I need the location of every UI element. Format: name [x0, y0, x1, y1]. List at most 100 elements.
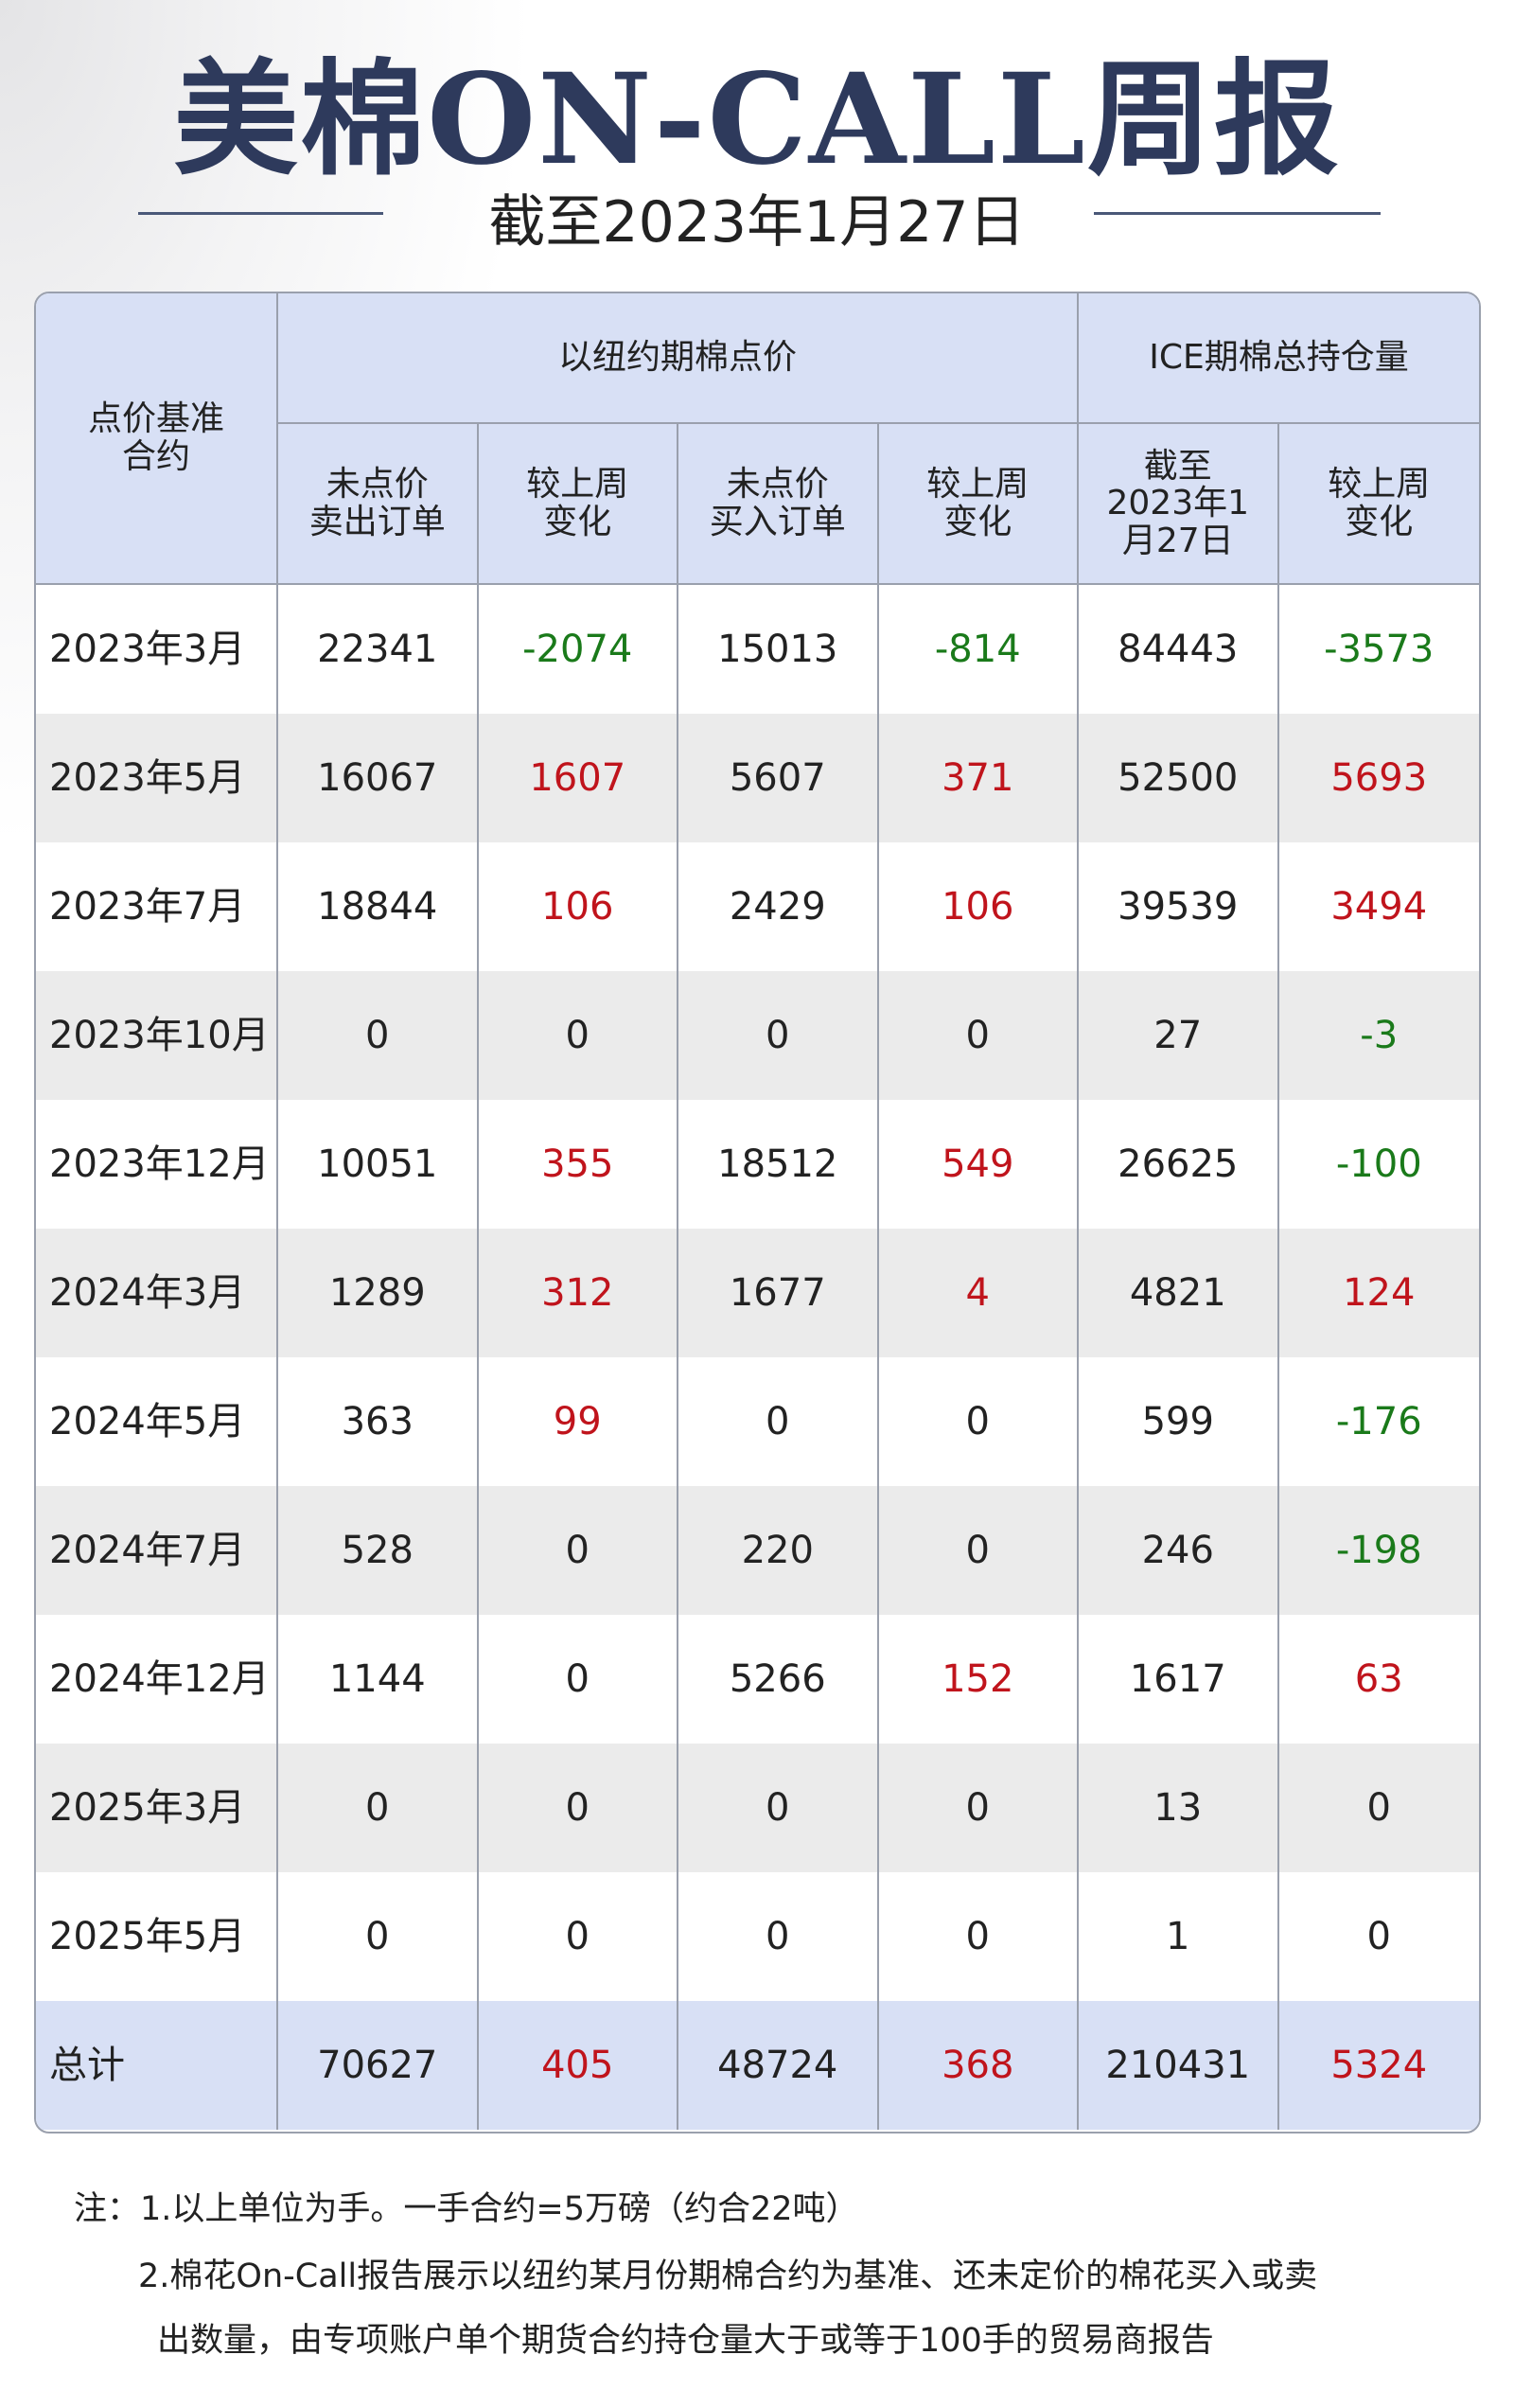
- table-cell: 106: [878, 842, 1079, 971]
- row-label: 总计: [36, 2001, 278, 2130]
- table-cell: 22341: [278, 585, 479, 714]
- table-cell: 26625: [1079, 1100, 1279, 1229]
- table-cell: 549: [878, 1100, 1079, 1229]
- row-label: 2023年7月: [36, 842, 278, 971]
- row-label: 2023年5月: [36, 714, 278, 842]
- table-cell: 2429: [678, 842, 879, 971]
- table-cell: 3494: [1278, 842, 1479, 971]
- subtitle: 截至2023年1月27日: [488, 189, 1026, 256]
- table-cell: 1677: [678, 1229, 879, 1357]
- header-line: 2023年1: [1106, 484, 1250, 523]
- header-line: 点价基准: [87, 399, 224, 439]
- table-cell: 368: [878, 2001, 1079, 2130]
- table-cell: 16067: [278, 714, 479, 842]
- row-label: 2024年3月: [36, 1229, 278, 1357]
- table-cell: 15013: [678, 585, 879, 714]
- table-cell: 63: [1278, 1615, 1479, 1744]
- table-cell: 48724: [678, 2001, 879, 2130]
- table-cell: 10051: [278, 1100, 479, 1229]
- column-header: 较上周 变化: [1278, 424, 1479, 585]
- table-cell: -100: [1278, 1100, 1479, 1229]
- header-line: 卖出订单: [308, 503, 446, 541]
- header-line: 买入订单: [709, 503, 846, 541]
- table-cell: 1289: [278, 1229, 479, 1357]
- table-cell: 0: [278, 1744, 479, 1872]
- header-line: 截至: [1143, 446, 1212, 486]
- table-cell: 13: [1079, 1744, 1279, 1872]
- table-cell: -176: [1278, 1357, 1479, 1486]
- header-line: ICE期棉总持仓量: [1149, 338, 1409, 378]
- table-cell: 0: [278, 1872, 479, 2001]
- header-line: 未点价: [726, 465, 829, 505]
- table-cell: 52500: [1079, 714, 1279, 842]
- header-line: 变化: [543, 503, 612, 541]
- table-cell: -198: [1278, 1486, 1479, 1615]
- table-cell: 27: [1079, 971, 1279, 1100]
- note: 出数量，由专项账户单个期货合约持仓量大于或等于100手的贸易商报告: [157, 2322, 1214, 2360]
- row-label: 2023年10月: [36, 971, 278, 1100]
- column-header: 未点价 卖出订单: [278, 424, 479, 585]
- table-cell: 4: [878, 1229, 1079, 1357]
- decor-line: [1094, 212, 1381, 215]
- header-line: 以纽约期棉点价: [557, 338, 797, 378]
- table-cell: 0: [878, 1357, 1079, 1486]
- table-cell: -814: [878, 585, 1079, 714]
- column-header: 截至 2023年1 月27日: [1079, 424, 1279, 585]
- table-cell: 405: [478, 2001, 678, 2130]
- table-cell: 1617: [1079, 1615, 1279, 1744]
- table-cell: 0: [478, 971, 678, 1100]
- row-label: 2023年3月: [36, 585, 278, 714]
- column-header: 未点价 买入订单: [678, 424, 879, 585]
- table-cell: 99: [478, 1357, 678, 1486]
- table-cell: 5266: [678, 1615, 879, 1744]
- corner-header: 点价基准 合约: [36, 293, 278, 585]
- table-cell: 0: [678, 1357, 879, 1486]
- table-cell: 371: [878, 714, 1079, 842]
- table-cell: 84443: [1079, 585, 1279, 714]
- table-cell: 363: [278, 1357, 479, 1486]
- group-header: ICE期棉总持仓量: [1079, 293, 1479, 424]
- table-cell: 106: [478, 842, 678, 971]
- table-cell: 528: [278, 1486, 479, 1615]
- table-cell: 0: [478, 1486, 678, 1615]
- header-line: 合约: [121, 437, 190, 476]
- table-cell: 220: [678, 1486, 879, 1615]
- table-cell: 5693: [1278, 714, 1479, 842]
- column-header: 较上周 变化: [878, 424, 1079, 585]
- table-cell: 18844: [278, 842, 479, 971]
- table-cell: 599: [1079, 1357, 1279, 1486]
- table-cell: 355: [478, 1100, 678, 1229]
- table-cell: -3: [1278, 971, 1479, 1100]
- note: 2.棉花On-Call报告展示以纽约某月份期棉合约为基准、还未定价的棉花买入或卖: [138, 2258, 1318, 2295]
- table-cell: 152: [878, 1615, 1079, 1744]
- header-line: 变化: [1345, 503, 1414, 541]
- row-label: 2024年5月: [36, 1357, 278, 1486]
- table-cell: 0: [478, 1744, 678, 1872]
- table: 点价基准 合约 以纽约期棉点价 ICE期棉总持仓量 未点价 卖出订单 较上周 变化 未点价 买入订…: [34, 292, 1481, 2134]
- decor-line: [138, 212, 383, 215]
- table-cell: 5607: [678, 714, 879, 842]
- table-cell: 0: [678, 1744, 879, 1872]
- row-label: 2024年12月: [36, 1615, 278, 1744]
- column-header: 较上周 变化: [478, 424, 678, 585]
- table-cell: 5324: [1278, 2001, 1479, 2130]
- title: 美棉ON-CALL周报: [173, 46, 1341, 193]
- header-line: 较上周: [926, 465, 1030, 505]
- table-cell: 1: [1079, 1872, 1279, 2001]
- row-label: 2023年12月: [36, 1100, 278, 1229]
- header-line: 较上周: [526, 465, 629, 505]
- table-cell: -3573: [1278, 585, 1479, 714]
- table-cell: 1607: [478, 714, 678, 842]
- table-cell: 70627: [278, 2001, 479, 2130]
- header-line: 月27日: [1121, 521, 1234, 560]
- table-cell: 0: [1278, 1872, 1479, 2001]
- table-cell: 0: [278, 971, 479, 1100]
- row-label: 2025年5月: [36, 1872, 278, 2001]
- table-cell: 1144: [278, 1615, 479, 1744]
- header-line: 变化: [943, 503, 1012, 541]
- row-label: 2025年3月: [36, 1744, 278, 1872]
- table-cell: 39539: [1079, 842, 1279, 971]
- header-line: 较上周: [1328, 465, 1431, 505]
- note: 注：1.以上单位为手。一手合约=5万磅（约合22吨）: [74, 2190, 859, 2228]
